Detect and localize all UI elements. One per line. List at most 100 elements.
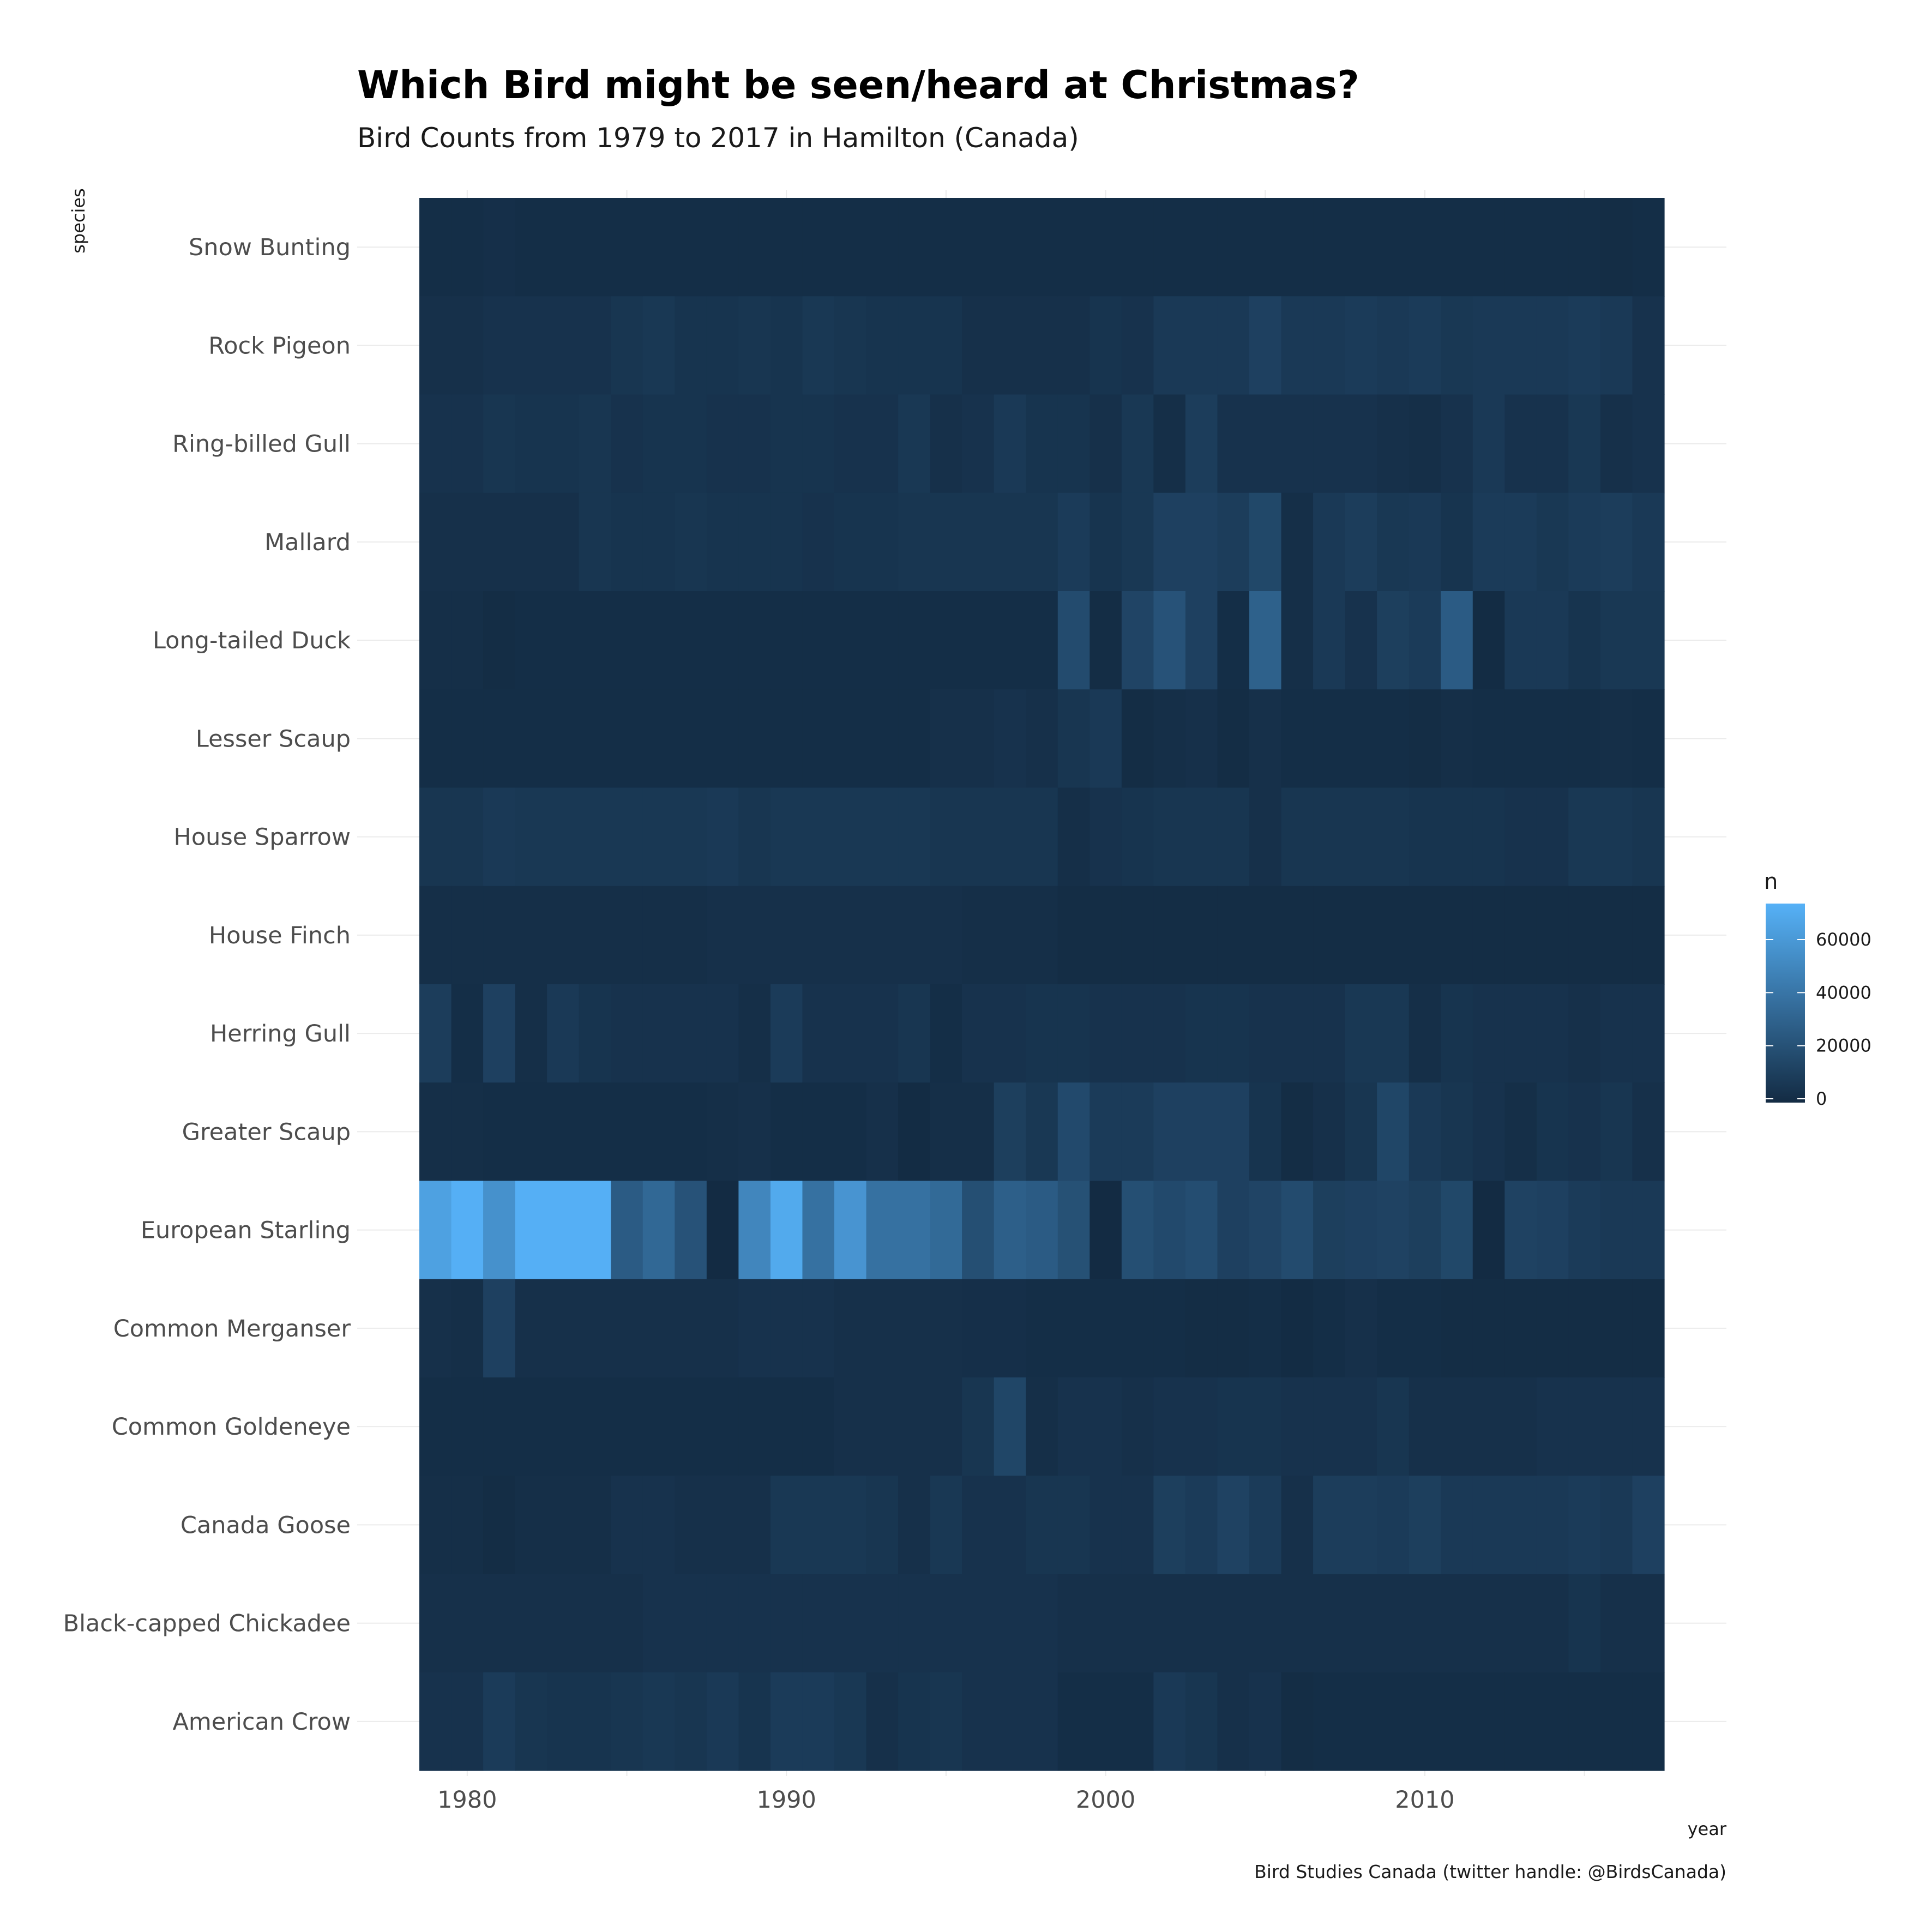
- heatmap-tile: [1185, 591, 1218, 690]
- y-tick-label: House Sparrow: [174, 824, 351, 851]
- heatmap-tile: [1536, 296, 1569, 395]
- heatmap-tile: [802, 1672, 835, 1771]
- heatmap-tile: [1249, 1181, 1282, 1280]
- heatmap-tile: [834, 394, 867, 493]
- chart-subtitle: Bird Counts from 1979 to 2017 in Hamilto…: [357, 122, 1079, 154]
- heatmap-tile: [1409, 1082, 1441, 1182]
- y-tick-label: Long-tailed Duck: [153, 627, 351, 654]
- heatmap-tile: [1121, 1476, 1154, 1575]
- legend-tick-label: 60000: [1816, 929, 1871, 950]
- heatmap-tile: [611, 1377, 643, 1476]
- heatmap-tile: [515, 1377, 547, 1476]
- heatmap-tile: [451, 787, 484, 887]
- heatmap-tile: [675, 1672, 707, 1771]
- heatmap-tile: [547, 1377, 580, 1476]
- heatmap-tile: [1249, 984, 1282, 1083]
- heatmap-tile: [1409, 296, 1441, 395]
- heatmap-tile: [834, 1672, 867, 1771]
- heatmap-tile: [547, 1574, 580, 1673]
- heatmap-tile: [483, 1279, 516, 1378]
- heatmap-tile: [1313, 984, 1346, 1083]
- heatmap-tile: [1185, 1672, 1218, 1771]
- heatmap-tile: [770, 787, 803, 887]
- heatmap-tile: [738, 787, 771, 887]
- heatmap-tile: [1504, 1082, 1537, 1182]
- heatmap-tile: [994, 198, 1026, 297]
- heatmap-tile: [1600, 1476, 1633, 1575]
- heatmap-tile: [579, 296, 611, 395]
- heatmap-tile: [866, 689, 899, 789]
- heatmap-tile: [866, 1377, 899, 1476]
- heatmap-tile: [1441, 394, 1473, 493]
- heatmap-tile: [1090, 198, 1122, 297]
- heatmap-tile: [1313, 1181, 1346, 1280]
- heatmap-tile: [738, 886, 771, 985]
- heatmap-tile: [1185, 1476, 1218, 1575]
- heatmap-tile: [834, 689, 867, 789]
- heatmap-tile: [1345, 886, 1377, 985]
- heatmap-tile: [1632, 591, 1665, 690]
- heatmap-tile: [1281, 198, 1314, 297]
- y-tick-label: House Finch: [209, 922, 351, 949]
- heatmap-tile: [611, 296, 643, 395]
- heatmap-tile: [1441, 492, 1473, 592]
- heatmap-tile: [547, 1279, 580, 1378]
- heatmap-tile: [994, 1476, 1026, 1575]
- heatmap-tile: [1281, 1279, 1314, 1378]
- heatmap-tile: [1600, 1082, 1633, 1182]
- heatmap-tile: [1472, 1181, 1505, 1280]
- heatmap-tile: [1568, 296, 1601, 395]
- heatmap-tile: [1153, 1082, 1186, 1182]
- heatmap-tile: [1504, 984, 1537, 1083]
- heatmap-tile: [1026, 886, 1058, 985]
- heatmap-tile: [547, 1181, 580, 1280]
- heatmap-tile: [994, 492, 1026, 592]
- heatmap-tile: [738, 984, 771, 1083]
- heatmap-tile: [547, 492, 580, 592]
- heatmap-tile: [1090, 1574, 1122, 1673]
- heatmap-tile: [1568, 1181, 1601, 1280]
- heatmap-tile: [419, 394, 452, 493]
- heatmap-tile: [419, 1672, 452, 1771]
- heatmap-tile: [675, 689, 707, 789]
- heatmap-tile: [1217, 1082, 1250, 1182]
- heatmap-tile: [451, 886, 484, 985]
- heatmap-tile: [866, 296, 899, 395]
- heatmap-tile: [1441, 1377, 1473, 1476]
- heatmap-tile: [1090, 886, 1122, 985]
- heatmap-tile: [738, 1672, 771, 1771]
- heatmap-tile: [1185, 984, 1218, 1083]
- heatmap-tile: [1568, 1082, 1601, 1182]
- heatmap-tile: [866, 198, 899, 297]
- heatmap-tile: [1409, 1181, 1441, 1280]
- heatmap-tile: [675, 1082, 707, 1182]
- heatmap-tile: [1536, 984, 1569, 1083]
- heatmap-tile: [1217, 886, 1250, 985]
- heatmap-tile: [642, 394, 675, 493]
- heatmap-tile: [1504, 1377, 1537, 1476]
- heatmap-tile: [642, 1574, 675, 1673]
- heatmap-tile: [930, 689, 962, 789]
- heatmap-tile: [1281, 689, 1314, 789]
- heatmap-tile: [1090, 1181, 1122, 1280]
- heatmap-tile: [1472, 886, 1505, 985]
- heatmap-tile: [1472, 198, 1505, 297]
- heatmap-tile: [1345, 296, 1377, 395]
- heatmap-tile: [1217, 591, 1250, 690]
- heatmap-tile: [419, 198, 452, 297]
- heatmap-tile: [1600, 984, 1633, 1083]
- heatmap-tile: [611, 1672, 643, 1771]
- heatmap-tile: [483, 886, 516, 985]
- heatmap-tile: [1090, 1672, 1122, 1771]
- heatmap-tile: [738, 591, 771, 690]
- heatmap-tile: [706, 394, 739, 493]
- heatmap-tile: [770, 296, 803, 395]
- heatmap-tile: [1377, 1476, 1410, 1575]
- heatmap-tile: [1441, 1574, 1473, 1673]
- heatmap-tile: [994, 1672, 1026, 1771]
- heatmap-tile: [1441, 689, 1473, 789]
- heatmap-tile: [1504, 1672, 1537, 1771]
- heatmap-tile: [930, 984, 962, 1083]
- heatmap-tile: [675, 1377, 707, 1476]
- heatmap-tile: [834, 296, 867, 395]
